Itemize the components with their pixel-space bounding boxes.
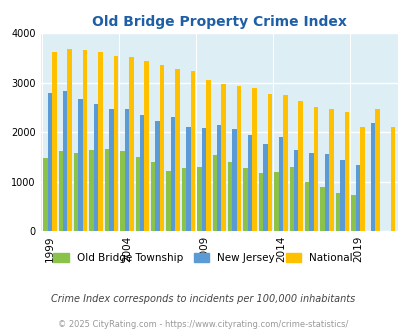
Bar <box>129 57 133 231</box>
Bar <box>206 80 210 231</box>
Bar <box>262 145 267 231</box>
Bar <box>58 151 63 231</box>
Bar <box>94 104 98 231</box>
Bar <box>252 88 256 231</box>
Bar <box>98 52 102 231</box>
Bar <box>43 158 47 231</box>
Text: Crime Index corresponds to incidents per 100,000 inhabitants: Crime Index corresponds to incidents per… <box>51 294 354 304</box>
Bar <box>181 168 186 231</box>
Bar <box>355 165 359 231</box>
Bar <box>135 157 140 231</box>
Bar <box>47 93 52 231</box>
Bar <box>52 52 56 231</box>
Bar <box>375 109 379 231</box>
Bar <box>197 167 201 231</box>
Bar <box>175 69 179 231</box>
Bar <box>212 155 217 231</box>
Text: © 2025 CityRating.com - https://www.cityrating.com/crime-statistics/: © 2025 CityRating.com - https://www.city… <box>58 320 347 329</box>
Title: Old Bridge Property Crime Index: Old Bridge Property Crime Index <box>92 15 346 29</box>
Bar <box>328 109 333 231</box>
Bar <box>221 84 225 231</box>
Bar <box>313 107 318 231</box>
Bar <box>155 121 160 231</box>
Bar <box>289 167 293 231</box>
Bar <box>216 125 221 231</box>
Bar <box>109 109 113 231</box>
Bar <box>324 154 328 231</box>
Bar <box>344 112 348 231</box>
Bar <box>78 99 83 231</box>
Bar <box>293 150 298 231</box>
Bar <box>83 50 87 231</box>
Bar <box>144 61 149 231</box>
Bar <box>227 162 232 231</box>
Bar <box>335 193 339 231</box>
Bar <box>63 91 67 231</box>
Bar <box>104 149 109 231</box>
Bar <box>320 187 324 231</box>
Bar <box>160 65 164 231</box>
Bar <box>89 150 94 231</box>
Bar <box>186 127 190 231</box>
Bar <box>258 173 262 231</box>
Bar <box>236 86 241 231</box>
Bar <box>74 153 78 231</box>
Bar <box>267 94 271 231</box>
Bar <box>350 195 355 231</box>
Bar <box>113 56 118 231</box>
Bar <box>124 109 129 231</box>
Bar <box>166 171 171 231</box>
Bar <box>282 95 287 231</box>
Bar <box>247 135 252 231</box>
Bar <box>370 123 375 231</box>
Bar <box>201 128 206 231</box>
Bar <box>232 129 236 231</box>
Bar <box>171 117 175 231</box>
Bar <box>359 127 364 231</box>
Bar <box>190 71 195 231</box>
Bar <box>243 168 247 231</box>
Bar <box>278 137 282 231</box>
Bar <box>67 50 72 231</box>
Bar <box>304 182 309 231</box>
Bar <box>120 151 124 231</box>
Bar <box>140 115 144 231</box>
Bar <box>390 127 394 231</box>
Bar <box>309 153 313 231</box>
Bar <box>339 160 344 231</box>
Bar <box>151 162 155 231</box>
Bar <box>273 172 278 231</box>
Bar <box>298 101 302 231</box>
Legend: Old Bridge Township, New Jersey, National: Old Bridge Township, New Jersey, Nationa… <box>49 248 356 267</box>
